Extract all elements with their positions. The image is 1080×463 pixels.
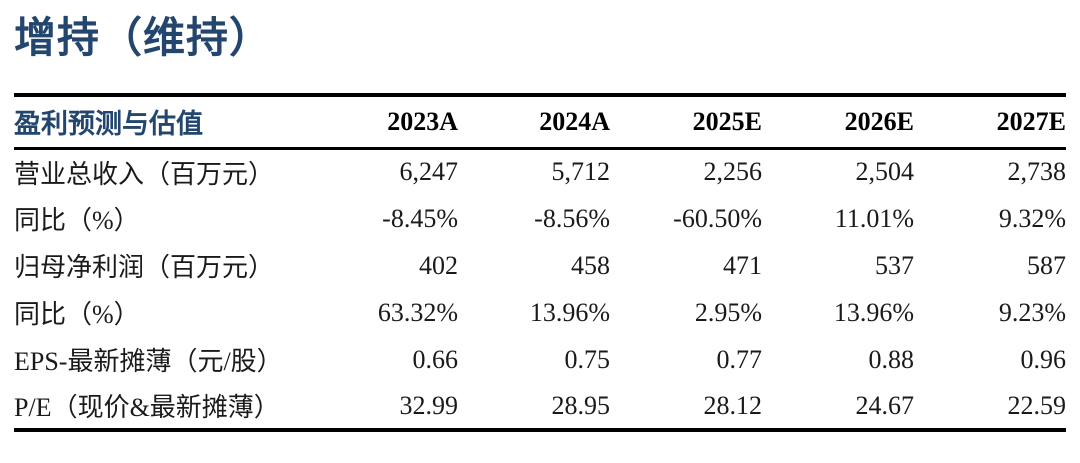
cell-value: 22.59 [1007, 390, 1067, 420]
table-row-pe: P/E（现价&最新摊薄） 32.99 28.95 28.12 24.67 22.… [14, 383, 1066, 430]
cell-value: 402 [419, 250, 458, 280]
cell-value: 0.77 [716, 344, 763, 374]
column-header-2026e: 2026E [762, 95, 914, 150]
row-label: 同比（%） [14, 300, 140, 329]
forecast-valuation-table: 盈利预测与估值 2023A 2024A 2025E 2026E 2027E 营业… [14, 93, 1066, 432]
table-row-eps: EPS-最新摊薄（元/股） 0.66 0.75 0.77 0.88 0.96 [14, 336, 1066, 383]
cell-value: 28.95 [551, 390, 611, 420]
row-label: 归母净利润（百万元） [14, 253, 275, 282]
cell-value: 5,712 [551, 157, 611, 187]
cell-value: 0.75 [564, 344, 611, 374]
cell-value: -60.50% [673, 203, 762, 233]
cell-value: 2,738 [1007, 157, 1067, 187]
cell-value: 11.01% [834, 203, 914, 233]
cell-value: 9.32% [998, 203, 1066, 233]
row-label: P/E（现价&最新摊薄） [14, 393, 280, 422]
cell-value: 13.96% [529, 297, 610, 327]
row-label: 同比（%） [14, 206, 140, 235]
table-row-net-profit-yoy: 同比（%） 63.32% 13.96% 2.95% 13.96% 9.23% [14, 289, 1066, 336]
cell-value: 32.99 [399, 390, 459, 420]
cell-value: 0.88 [868, 344, 915, 374]
cell-value: 587 [1027, 250, 1066, 280]
row-label: 营业总收入（百万元） [14, 159, 275, 189]
cell-value: 0.66 [412, 344, 459, 374]
table-row-revenue: 营业总收入（百万元） 6,247 5,712 2,256 2,504 2,738 [14, 148, 1066, 195]
table-row-net-profit: 归母净利润（百万元） 402 458 471 537 587 [14, 242, 1066, 289]
cell-value: 2,504 [855, 157, 915, 187]
table-header-row: 盈利预测与估值 2023A 2024A 2025E 2026E 2027E [14, 95, 1066, 150]
column-header-2027e: 2027E [914, 95, 1066, 150]
cell-value: 0.96 [1020, 344, 1067, 374]
cell-value: 13.96% [833, 297, 914, 327]
column-header-2024a: 2024A [458, 95, 610, 150]
cell-value: 471 [723, 250, 762, 280]
cell-value: 28.12 [703, 390, 763, 420]
cell-value: 2.95% [694, 297, 762, 327]
cell-value: 2,256 [703, 157, 763, 187]
table-title: 盈利预测与估值 [14, 95, 306, 150]
cell-value: 9.23% [998, 297, 1066, 327]
row-label: EPS-最新摊薄（元/股） [14, 347, 283, 376]
cell-value: 537 [875, 250, 914, 280]
column-header-2023a: 2023A [306, 95, 458, 150]
rating-title: 增持（维持） [14, 16, 273, 62]
cell-value: -8.45% [382, 203, 458, 233]
cell-value: 63.32% [377, 297, 458, 327]
cell-value: 24.67 [855, 390, 915, 420]
cell-value: -8.56% [534, 203, 610, 233]
column-header-2025e: 2025E [610, 95, 762, 150]
table-row-revenue-yoy: 同比（%） -8.45% -8.56% -60.50% 11.01% 9.32% [14, 195, 1066, 242]
cell-value: 458 [571, 250, 610, 280]
cell-value: 6,247 [399, 157, 459, 187]
